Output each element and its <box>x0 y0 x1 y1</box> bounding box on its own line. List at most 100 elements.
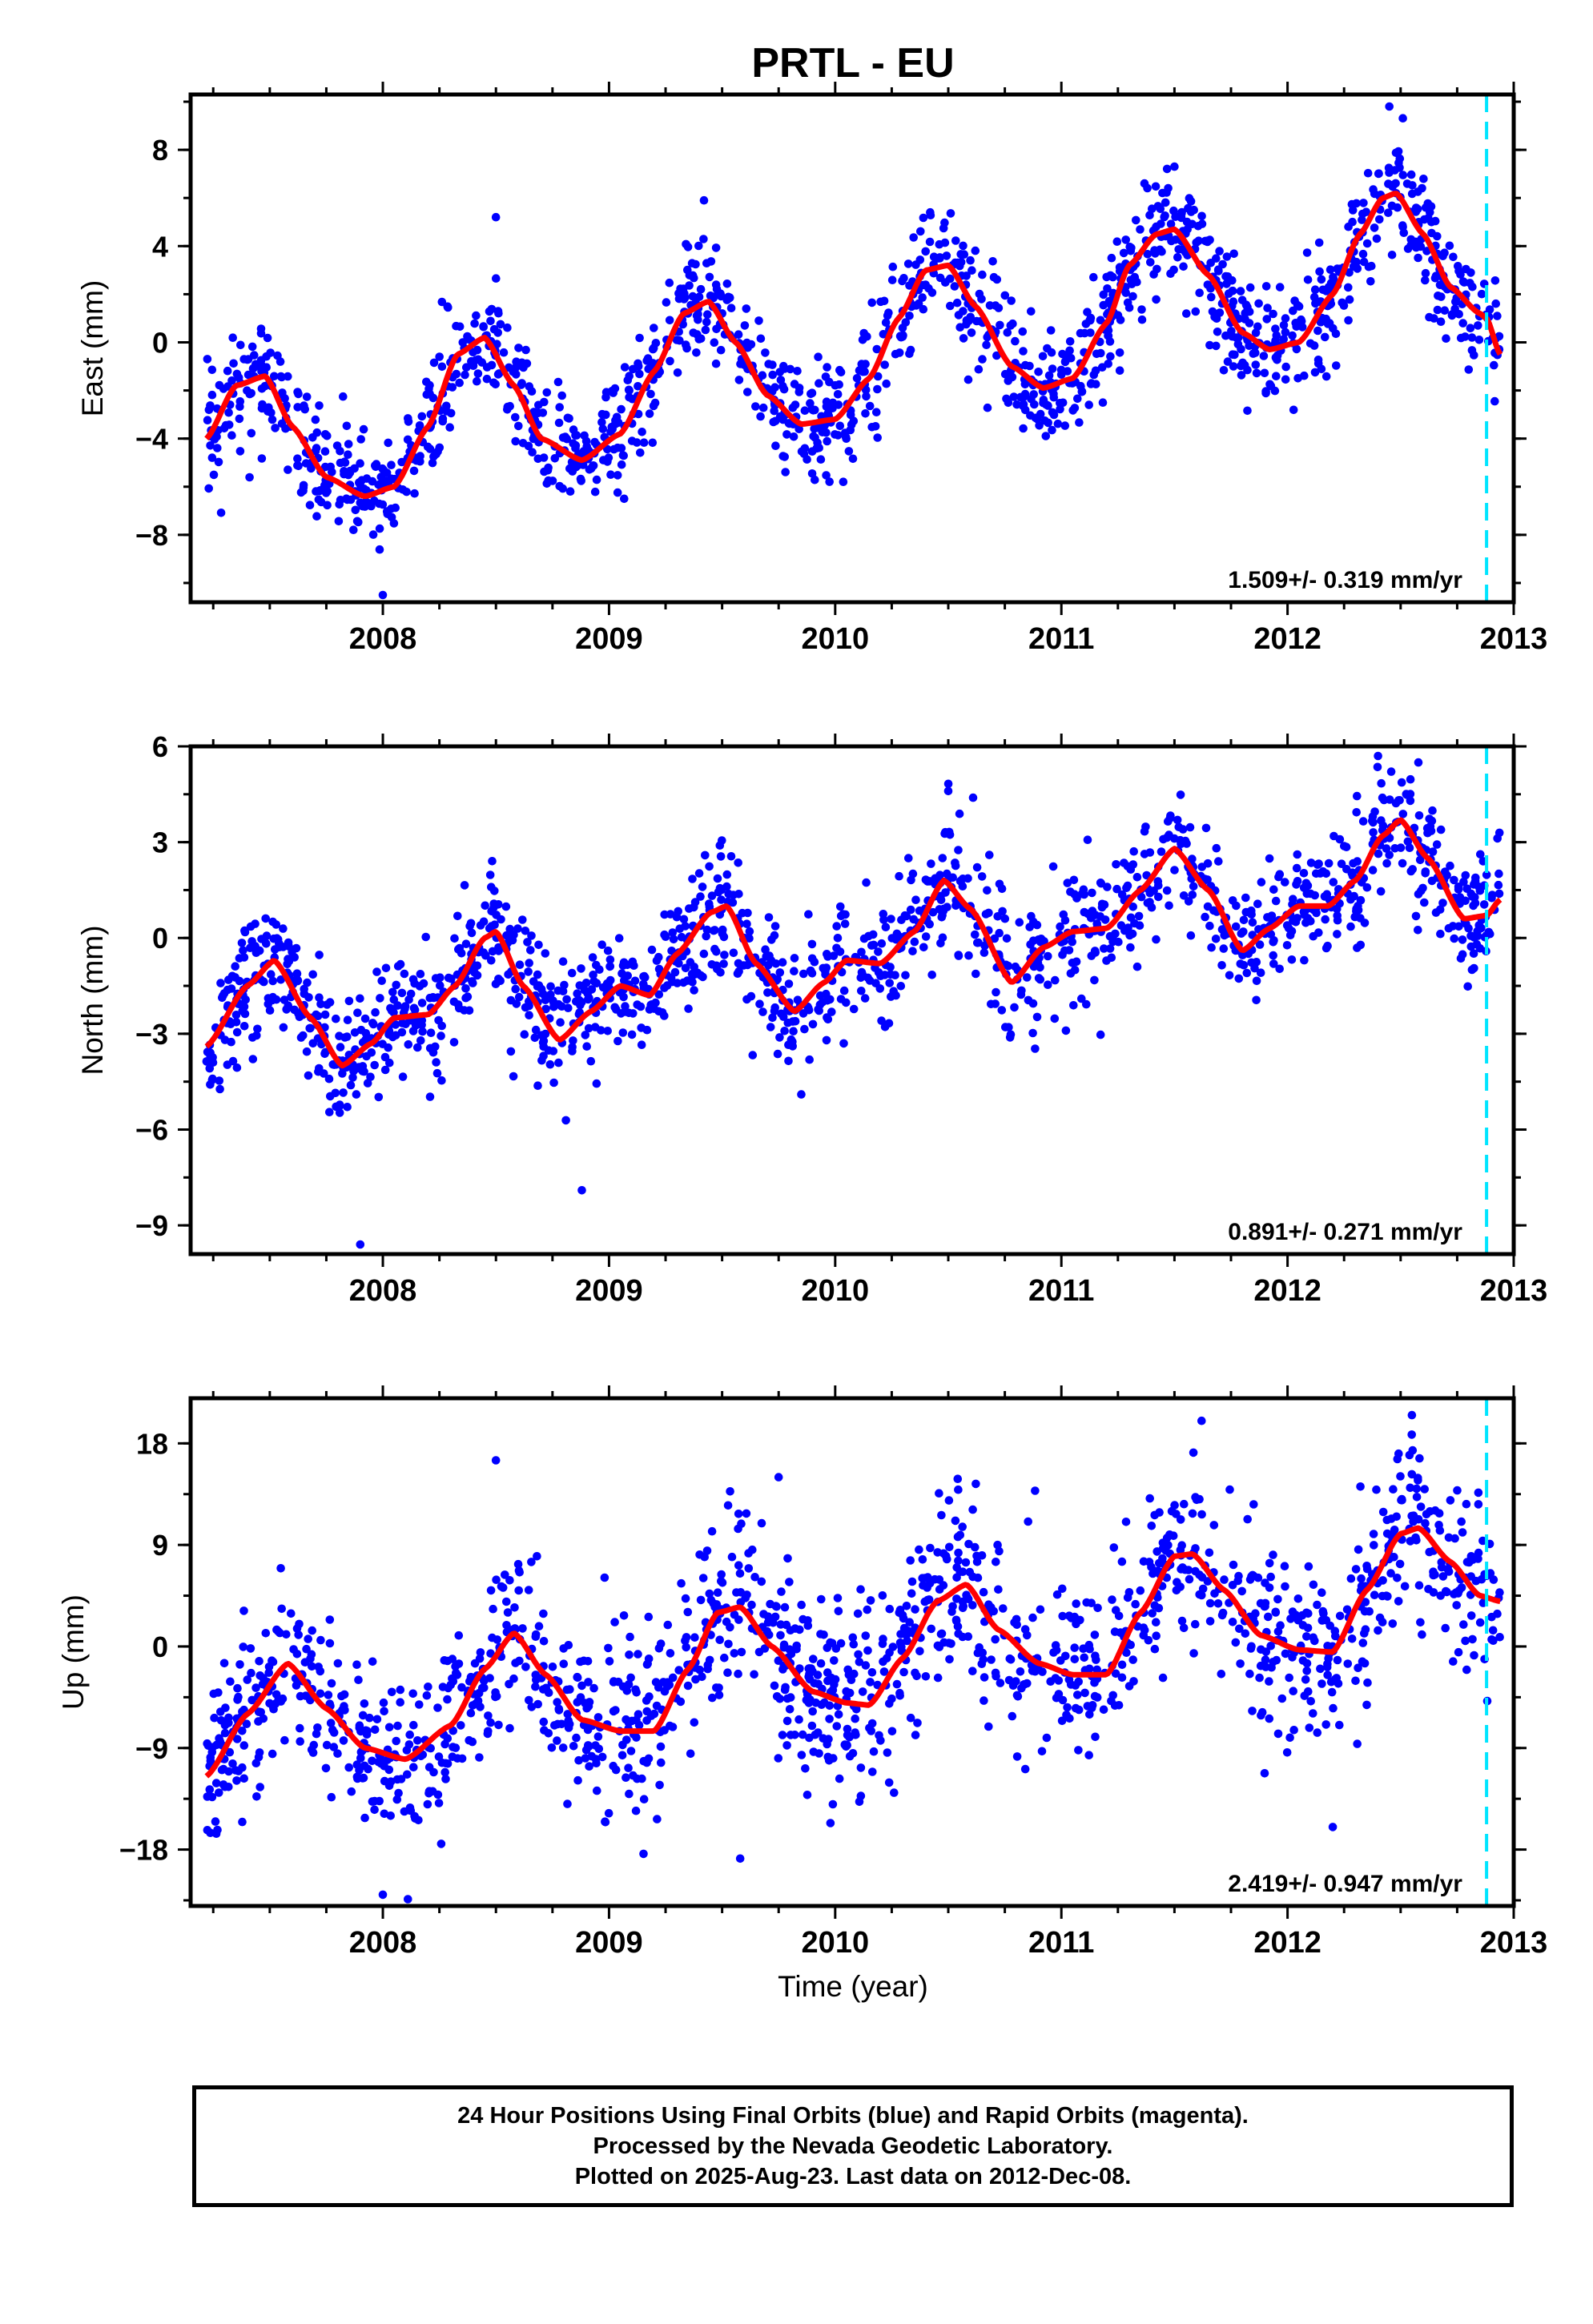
data-point <box>1059 910 1068 919</box>
data-point <box>232 1027 242 1037</box>
data-point <box>1072 1619 1080 1629</box>
data-point <box>780 1685 790 1695</box>
data-point <box>203 1739 211 1748</box>
data-point <box>1306 1697 1315 1706</box>
data-point <box>1485 305 1494 314</box>
data-point <box>480 1683 489 1692</box>
data-point <box>984 908 993 918</box>
data-point <box>823 1668 832 1677</box>
data-point <box>1165 901 1173 911</box>
data-point <box>1073 394 1082 404</box>
data-point <box>977 872 987 881</box>
data-point <box>1048 862 1058 871</box>
data-point <box>812 444 821 453</box>
data-point <box>548 1663 557 1671</box>
data-point <box>568 1047 577 1055</box>
data-point <box>625 1789 634 1799</box>
data-point <box>983 332 992 342</box>
data-point <box>1228 286 1237 296</box>
data-point <box>1436 825 1446 834</box>
data-point <box>1152 1631 1161 1640</box>
data-point <box>1374 1626 1382 1635</box>
data-point <box>473 369 483 378</box>
data-point <box>1353 1739 1362 1748</box>
data-point <box>1028 999 1038 1008</box>
data-point <box>460 881 469 890</box>
data-point <box>939 223 948 233</box>
data-point <box>296 1723 304 1733</box>
data-point <box>1266 1642 1275 1651</box>
data-point <box>768 360 777 369</box>
data-point <box>375 1796 384 1806</box>
data-point <box>863 332 871 341</box>
data-point <box>1438 1572 1448 1581</box>
data-point <box>915 906 924 915</box>
data-point <box>1229 362 1238 371</box>
data-point <box>375 545 384 554</box>
data-point <box>564 1003 573 1012</box>
data-point <box>784 1056 793 1066</box>
data-point <box>603 1027 612 1035</box>
data-point <box>816 1659 826 1668</box>
data-point <box>321 1763 331 1773</box>
data-point <box>1237 1586 1246 1596</box>
data-point <box>262 939 271 948</box>
data-point <box>941 888 950 897</box>
data-point <box>786 1693 795 1702</box>
data-point <box>972 862 982 872</box>
data-point <box>637 1040 646 1049</box>
data-point <box>1397 778 1406 787</box>
data-point <box>1153 1547 1161 1556</box>
data-point <box>1245 307 1254 316</box>
data-point <box>1342 1605 1352 1614</box>
data-point <box>514 344 523 352</box>
data-point <box>1269 309 1277 319</box>
data-point <box>1129 846 1138 856</box>
data-point <box>724 889 733 899</box>
data-point <box>927 288 937 297</box>
x-tick-label: 2009 <box>575 1926 643 1960</box>
data-point <box>1450 1534 1459 1543</box>
data-point <box>1253 899 1262 908</box>
data-point <box>1092 1665 1101 1675</box>
data-point <box>1394 1597 1403 1606</box>
data-point <box>701 850 710 860</box>
data-point <box>402 487 411 497</box>
data-point <box>323 432 332 440</box>
data-point <box>878 1591 887 1600</box>
data-point <box>308 970 318 979</box>
data-point <box>945 1542 954 1552</box>
data-point <box>1080 1653 1088 1663</box>
data-point-outlier <box>577 1186 586 1195</box>
data-point <box>632 1733 641 1742</box>
data-point <box>869 1747 879 1756</box>
data-point <box>454 1630 464 1640</box>
data-point <box>1256 1661 1265 1671</box>
data-point <box>1256 1598 1265 1608</box>
data-point <box>674 1666 683 1675</box>
data-point <box>1191 1619 1200 1629</box>
data-point <box>954 311 963 320</box>
data-point <box>1305 1723 1314 1732</box>
data-point <box>1181 1565 1190 1574</box>
data-point <box>1026 940 1035 949</box>
data-point <box>1103 284 1112 293</box>
data-point <box>404 995 413 1004</box>
x-tick-label: 2011 <box>1028 1926 1094 1960</box>
data-point <box>261 914 271 923</box>
data-point <box>1236 1659 1245 1668</box>
data-point <box>726 852 736 861</box>
data-point <box>1027 307 1036 316</box>
data-point <box>466 1708 476 1718</box>
data-point <box>698 1574 708 1582</box>
data-point <box>1389 1485 1398 1494</box>
data-point <box>684 1004 693 1013</box>
data-point <box>1298 1656 1308 1665</box>
data-point <box>935 1489 943 1498</box>
x-tick-label: 2013 <box>1480 1926 1548 1960</box>
data-point <box>974 938 983 947</box>
data-point <box>1169 206 1178 215</box>
data-point <box>305 501 315 509</box>
data-point <box>980 1673 989 1682</box>
data-point <box>780 1027 789 1035</box>
